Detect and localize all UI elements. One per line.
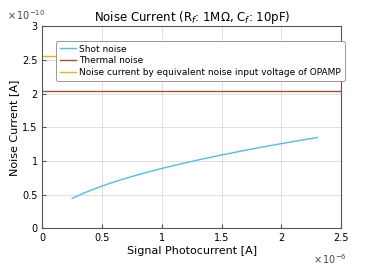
Shot noise (315, 136, 320, 139)
Shot noise (186, 160, 191, 164)
Line: Shot noise: Shot noise (72, 137, 317, 198)
Y-axis label: Noise Current [A]: Noise Current [A] (9, 79, 19, 176)
Legend: Shot noise, Thermal noise, Noise current by equivalent noise input voltage of OP: Shot noise, Thermal noise, Noise current… (56, 41, 345, 81)
Shot noise (216, 154, 220, 157)
Shot noise (271, 144, 275, 147)
X-axis label: Signal Photocurrent [A]: Signal Photocurrent [A] (127, 246, 257, 256)
Text: $\times\,10^{-10}$: $\times\,10^{-10}$ (7, 9, 45, 22)
Shot noise (203, 157, 207, 160)
Shot noise (70, 197, 75, 200)
Text: $\times\,10^{-6}$: $\times\,10^{-6}$ (313, 253, 347, 266)
Shot noise (309, 137, 314, 140)
Title: Noise Current (R$_f$: 1MΩ, C$_f$: 10pF): Noise Current (R$_f$: 1MΩ, C$_f$: 10pF) (94, 9, 290, 26)
Shot noise (188, 160, 192, 163)
